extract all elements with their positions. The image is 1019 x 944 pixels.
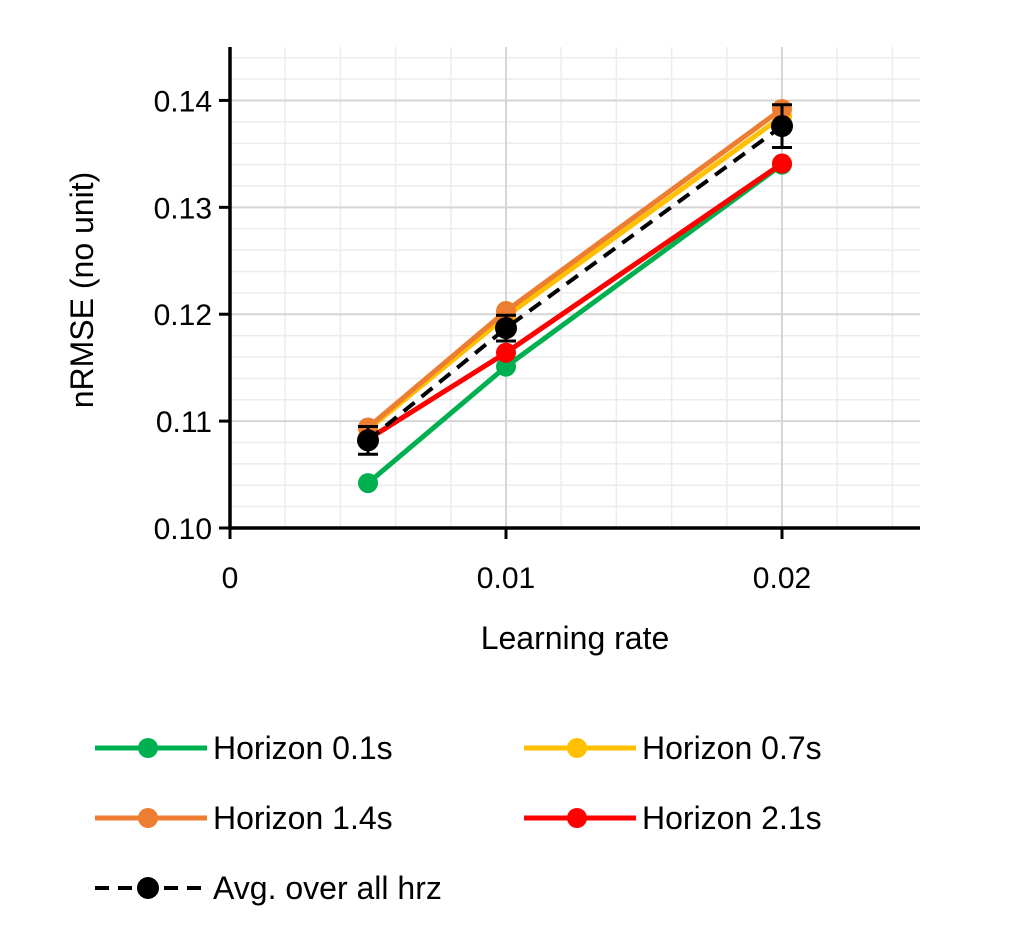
data-point (772, 153, 792, 174)
y-tick-label: 0.13 (154, 192, 212, 225)
data-point (496, 356, 516, 377)
data-point (357, 429, 379, 452)
data-point (496, 342, 516, 363)
x-axis-label: Learning rate (481, 620, 670, 656)
legend-item: Horizon 0.1s (95, 730, 393, 766)
grid-lines (230, 47, 920, 528)
y-tick-label: 0.10 (154, 513, 212, 546)
legend-label: Horizon 0.7s (642, 730, 822, 766)
series-line (366, 114, 784, 432)
legend-marker (138, 738, 158, 758)
legend-item: Horizon 1.4s (95, 800, 393, 836)
x-axis-ticks: 0 0.01 0.02 (222, 528, 811, 595)
legend-marker (567, 808, 587, 828)
series-line (366, 161, 784, 442)
data-point (358, 473, 378, 494)
legend: Horizon 0.1s Horizon 0.7s Horizon 1.4s Hori… (95, 730, 822, 906)
legend-item: Horizon 0.7s (524, 730, 822, 766)
x-tick-label: 0.01 (477, 562, 535, 595)
series-line (366, 162, 784, 486)
legend-label: Avg. over all hrz (213, 870, 442, 906)
legend-marker (137, 877, 159, 899)
series-line (366, 124, 784, 442)
legend-label: Horizon 2.1s (642, 800, 822, 836)
legend-label: Horizon 0.1s (213, 730, 393, 766)
x-tick-label: 0.02 (753, 562, 811, 595)
data-point (495, 317, 517, 340)
legend-marker (138, 808, 158, 828)
y-tick-label: 0.11 (156, 406, 212, 439)
data-point (771, 115, 793, 138)
y-axis-label: nRMSE (no unit) (64, 172, 100, 409)
legend-item: Horizon 2.1s (524, 800, 822, 836)
y-tick-label: 0.14 (154, 85, 212, 118)
y-tick-label: 0.12 (154, 299, 212, 332)
x-tick-label: 0 (222, 562, 239, 595)
y-axis-ticks: 0.10 0.11 0.12 0.13 0.14 (154, 85, 230, 546)
legend-marker (567, 738, 587, 758)
legend-item: Avg. over all hrz (95, 870, 442, 906)
series-avg-over-all-hrz (357, 103, 793, 456)
legend-label: Horizon 1.4s (213, 800, 393, 836)
axes (228, 47, 920, 530)
data-series (357, 98, 793, 494)
